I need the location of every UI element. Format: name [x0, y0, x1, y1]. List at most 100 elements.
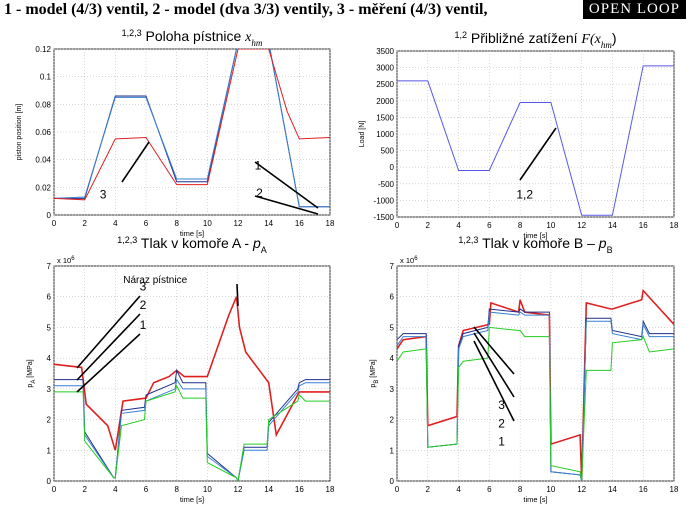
annotation-pointer — [236, 283, 239, 307]
y-tick-label: 0 — [390, 163, 395, 172]
y-tick-label: 2 — [390, 416, 395, 425]
y-exponent-label: x 106 — [400, 256, 418, 265]
annotation-pointer — [76, 295, 141, 369]
chart-title: 1,2,3 Tlak v komoře A - pA — [117, 235, 267, 255]
x-tick-label: 16 — [295, 485, 304, 494]
x-tick-label: 14 — [264, 485, 273, 494]
x-tick-label: 14 — [264, 219, 273, 228]
y-exponent-label: x 106 — [57, 256, 75, 265]
y-tick-label: 3 — [47, 385, 52, 394]
mode-badge: OPEN LOOP — [582, 0, 686, 19]
annotation-label: 3 — [498, 398, 505, 412]
x-tick-label: 14 — [608, 485, 617, 494]
series-line-4 — [54, 384, 330, 481]
x-tick-label: 10 — [203, 219, 212, 228]
x-tick-label: 14 — [608, 221, 617, 230]
y-axis-label: piston position [m] — [16, 104, 23, 160]
annotation-label: 1 — [498, 435, 505, 449]
x-tick-label: 0 — [395, 485, 400, 494]
plot-frame — [396, 265, 675, 482]
x-tick-label: 2 — [426, 221, 431, 230]
annotation-pointer — [473, 340, 515, 422]
annotation-label: 3 — [100, 187, 107, 201]
x-tick-label: 10 — [546, 485, 555, 494]
x-tick-label: 18 — [326, 219, 335, 228]
y-tick-label: 2000 — [376, 97, 394, 106]
annotation-label: 1 — [255, 158, 262, 172]
y-tick-label: 1 — [47, 446, 52, 455]
x-tick-label: 16 — [295, 219, 304, 228]
annotation-pointer — [76, 313, 141, 381]
y-axis-label: pA [MPa] — [27, 359, 37, 387]
annotation-pointer — [254, 195, 319, 215]
y-tick-label: 4 — [47, 354, 52, 363]
y-tick-label: 1000 — [376, 130, 394, 139]
x-tick-label: 4 — [456, 485, 461, 494]
y-axis-label: Load [N] — [359, 121, 366, 148]
annotation-pointer — [473, 332, 515, 398]
x-tick-label: 4 — [113, 219, 118, 228]
x-tick-label: 2 — [82, 485, 87, 494]
y-axis-label: pB [MPa] — [370, 359, 380, 387]
y-tick-label: 1500 — [376, 113, 394, 122]
y-tick-label: -1000 — [374, 196, 395, 205]
y-tick-label: 500 — [381, 147, 395, 156]
annotation-label: 2 — [498, 416, 505, 430]
y-tick-label: 7 — [47, 262, 52, 271]
x-axis-label: time [s] — [523, 495, 547, 504]
annotation-pointer — [121, 141, 150, 183]
x-tick-label: 4 — [456, 221, 461, 230]
y-tick-label: -500 — [378, 180, 395, 189]
x-axis-label: time [s] — [523, 231, 547, 240]
series-line-2 — [54, 49, 330, 208]
y-tick-label: 1 — [390, 446, 395, 455]
annotation-label: 1 — [140, 318, 147, 332]
y-tick-label: 5 — [390, 323, 395, 332]
annotation-pointer — [473, 326, 515, 375]
y-tick-label: 0.08 — [35, 100, 51, 109]
chart-title: 1,2,3 Poloha pístnice xhm — [122, 28, 263, 48]
y-tick-label: 2 — [47, 416, 52, 425]
y-tick-label: 6 — [47, 293, 52, 302]
x-tick-label: 2 — [82, 219, 87, 228]
x-tick-label: 12 — [234, 485, 243, 494]
y-tick-label: 0 — [47, 211, 52, 220]
x-tick-label: 6 — [144, 219, 149, 228]
x-axis-label: time [s] — [180, 495, 204, 504]
header-bar: 1 - model (4/3) ventil, 2 - model (dva 3… — [0, 0, 692, 24]
y-tick-label: 4 — [390, 354, 395, 363]
series-group — [397, 65, 674, 216]
x-tick-label: 12 — [577, 485, 586, 494]
y-tick-label: 6 — [390, 293, 395, 302]
x-tick-label: 6 — [487, 485, 492, 494]
x-tick-label: 16 — [639, 485, 648, 494]
series-line-1 — [397, 65, 674, 216]
chart-panel-2: 0 2 4 6 8 10 12 14 16 18 -1500 -1000 -500 0 500 1000 150… — [359, 30, 679, 240]
series-group — [54, 49, 330, 208]
y-tick-label: 2500 — [376, 80, 394, 89]
x-tick-label: 8 — [518, 221, 523, 230]
y-tick-label: 3500 — [376, 47, 394, 56]
x-tick-label: 0 — [52, 219, 57, 228]
annotation-pointer — [76, 333, 141, 393]
x-tick-label: 12 — [234, 219, 243, 228]
x-tick-label: 18 — [670, 485, 679, 494]
x-tick-label: 10 — [203, 485, 212, 494]
annotation-label: 3 — [140, 280, 147, 294]
series-group — [397, 288, 674, 481]
x-tick-label: 6 — [144, 485, 149, 494]
chart-title: 1,2 Přibližné zatížení F(xhm) — [454, 30, 616, 50]
x-tick-label: 8 — [174, 219, 179, 228]
y-tick-label: 0 — [47, 477, 52, 486]
figure-title: 1 - model (4/3) ventil, 2 - model (dva 3… — [4, 1, 488, 18]
y-tick-label: 3 — [390, 385, 395, 394]
chart-title: 1,2,3 Tlak v komoře B – pB — [458, 235, 612, 255]
x-tick-label: 0 — [395, 221, 400, 230]
chart-panel-1: 0 2 4 6 8 10 12 14 16 1800.020.040.060.080.10.12t… — [16, 28, 335, 238]
x-tick-label: 4 — [113, 485, 118, 494]
series-line-3 — [54, 49, 330, 201]
y-tick-label: 0.1 — [40, 73, 52, 82]
series-line-1 — [397, 288, 674, 481]
